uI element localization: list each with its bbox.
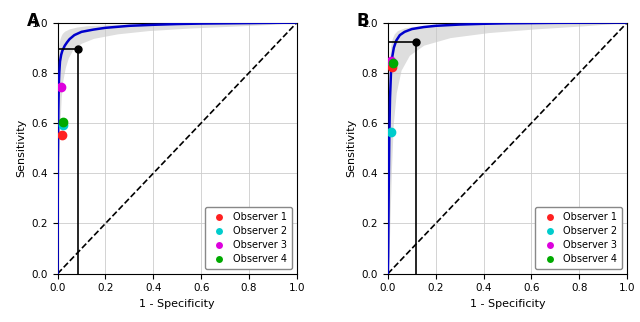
- Text: B: B: [356, 13, 369, 31]
- Legend: Observer 1, Observer 2, Observer 3, Observer 4: Observer 1, Observer 2, Observer 3, Obse…: [535, 207, 622, 269]
- X-axis label: 1 - Specificity: 1 - Specificity: [140, 299, 215, 309]
- X-axis label: 1 - Specificity: 1 - Specificity: [470, 299, 545, 309]
- Y-axis label: Sensitivity: Sensitivity: [346, 119, 356, 177]
- Text: A: A: [26, 13, 40, 31]
- Y-axis label: Sensitivity: Sensitivity: [16, 119, 26, 177]
- Legend: Observer 1, Observer 2, Observer 3, Observer 4: Observer 1, Observer 2, Observer 3, Obse…: [205, 207, 292, 269]
